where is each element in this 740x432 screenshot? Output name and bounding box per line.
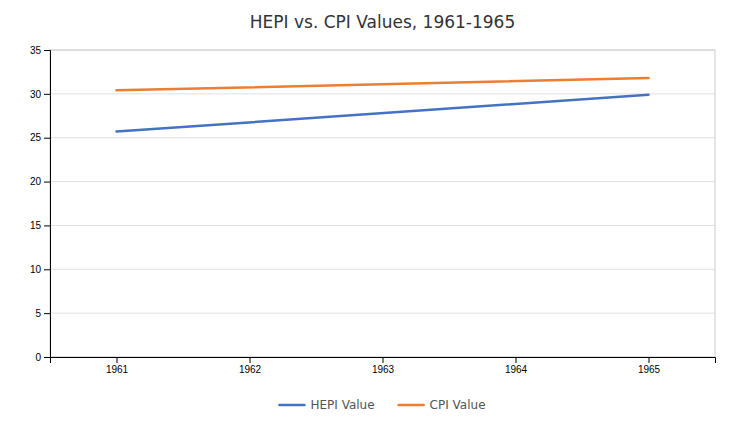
- y-tick-label: 20: [30, 176, 42, 187]
- x-tick-label: 1964: [505, 364, 528, 375]
- series-line: [117, 95, 649, 132]
- x-tick-mark: [250, 357, 251, 363]
- legend-label: HEPI Value: [310, 398, 374, 412]
- series-line: [117, 78, 649, 90]
- y-tick-mark: [44, 138, 50, 139]
- grid-line: [50, 137, 715, 138]
- y-tick-label: 25: [30, 132, 42, 143]
- y-tick-label: 5: [35, 308, 41, 319]
- y-tick-label: 30: [30, 89, 42, 100]
- x-axis-line: [51, 358, 716, 364]
- x-tick: 1961: [106, 357, 129, 375]
- y-tick: 30: [30, 89, 50, 100]
- y-tick-mark: [44, 269, 50, 270]
- x-tick-label: 1962: [239, 364, 262, 375]
- y-tick-mark: [44, 357, 50, 358]
- x-tick-mark: [383, 357, 384, 363]
- legend-item: HEPI Value: [279, 398, 374, 412]
- grid-line: [50, 93, 715, 94]
- y-tick-label: 35: [30, 45, 42, 56]
- title: HEPI vs. CPI Values, 1961-1965: [250, 12, 515, 32]
- lines: [117, 78, 649, 132]
- legend-label: CPI Value: [430, 398, 486, 412]
- grid-line: [50, 225, 715, 226]
- x-tick-mark: [649, 357, 650, 363]
- x-axis: 1961 1962 1963 1964 1965: [51, 357, 716, 375]
- legend-swatch: [399, 404, 424, 407]
- legend-swatch: [279, 404, 304, 407]
- y-tick-mark: [44, 182, 50, 183]
- grid-line: [50, 181, 715, 182]
- y-tick-mark: [44, 225, 50, 226]
- y-tick: 5: [35, 308, 50, 319]
- y-tick-label: 10: [30, 264, 42, 275]
- plot-frame: [50, 50, 715, 357]
- grid: [50, 50, 715, 357]
- legend-item: CPI Value: [399, 398, 486, 412]
- grid-line: [50, 269, 715, 270]
- x-tick-label: 1965: [638, 364, 661, 375]
- y-tick: 20: [30, 176, 50, 187]
- x-tick: 1965: [638, 357, 661, 375]
- y-tick: 0: [35, 352, 50, 363]
- y-tick-mark: [44, 313, 50, 314]
- y-axis: 0 5 10 15 20 25 30 35: [30, 45, 51, 363]
- y-axis-line: [44, 51, 51, 358]
- x-tick-mark: [516, 357, 517, 363]
- y-tick-mark: [44, 50, 50, 51]
- x-tick: 1964: [505, 357, 528, 375]
- y-tick-label: 0: [35, 352, 41, 363]
- x-tick-label: 1963: [372, 364, 395, 375]
- x-tick-label: 1961: [106, 364, 129, 375]
- y-tick: 10: [30, 264, 50, 275]
- x-tick: 1963: [372, 357, 395, 375]
- x-tick: 1962: [239, 357, 262, 375]
- plot: 1961 1962 1963 1964 1965 0 5 10 15 20 25 30 35: [30, 45, 716, 375]
- y-tick: 15: [30, 220, 50, 231]
- y-tick-mark: [44, 94, 50, 95]
- chart: 1961 1962 1963 1964 1965 0 5 10 15 20 25 30 35 HEPI v…: [0, 0, 740, 432]
- grid-line: [50, 313, 715, 314]
- x-tick-mark: [117, 357, 118, 363]
- y-tick-label: 15: [30, 220, 42, 231]
- legend: HEPI Value CPI Value: [279, 398, 485, 412]
- y-tick: 35: [30, 45, 50, 56]
- y-tick: 25: [30, 132, 50, 143]
